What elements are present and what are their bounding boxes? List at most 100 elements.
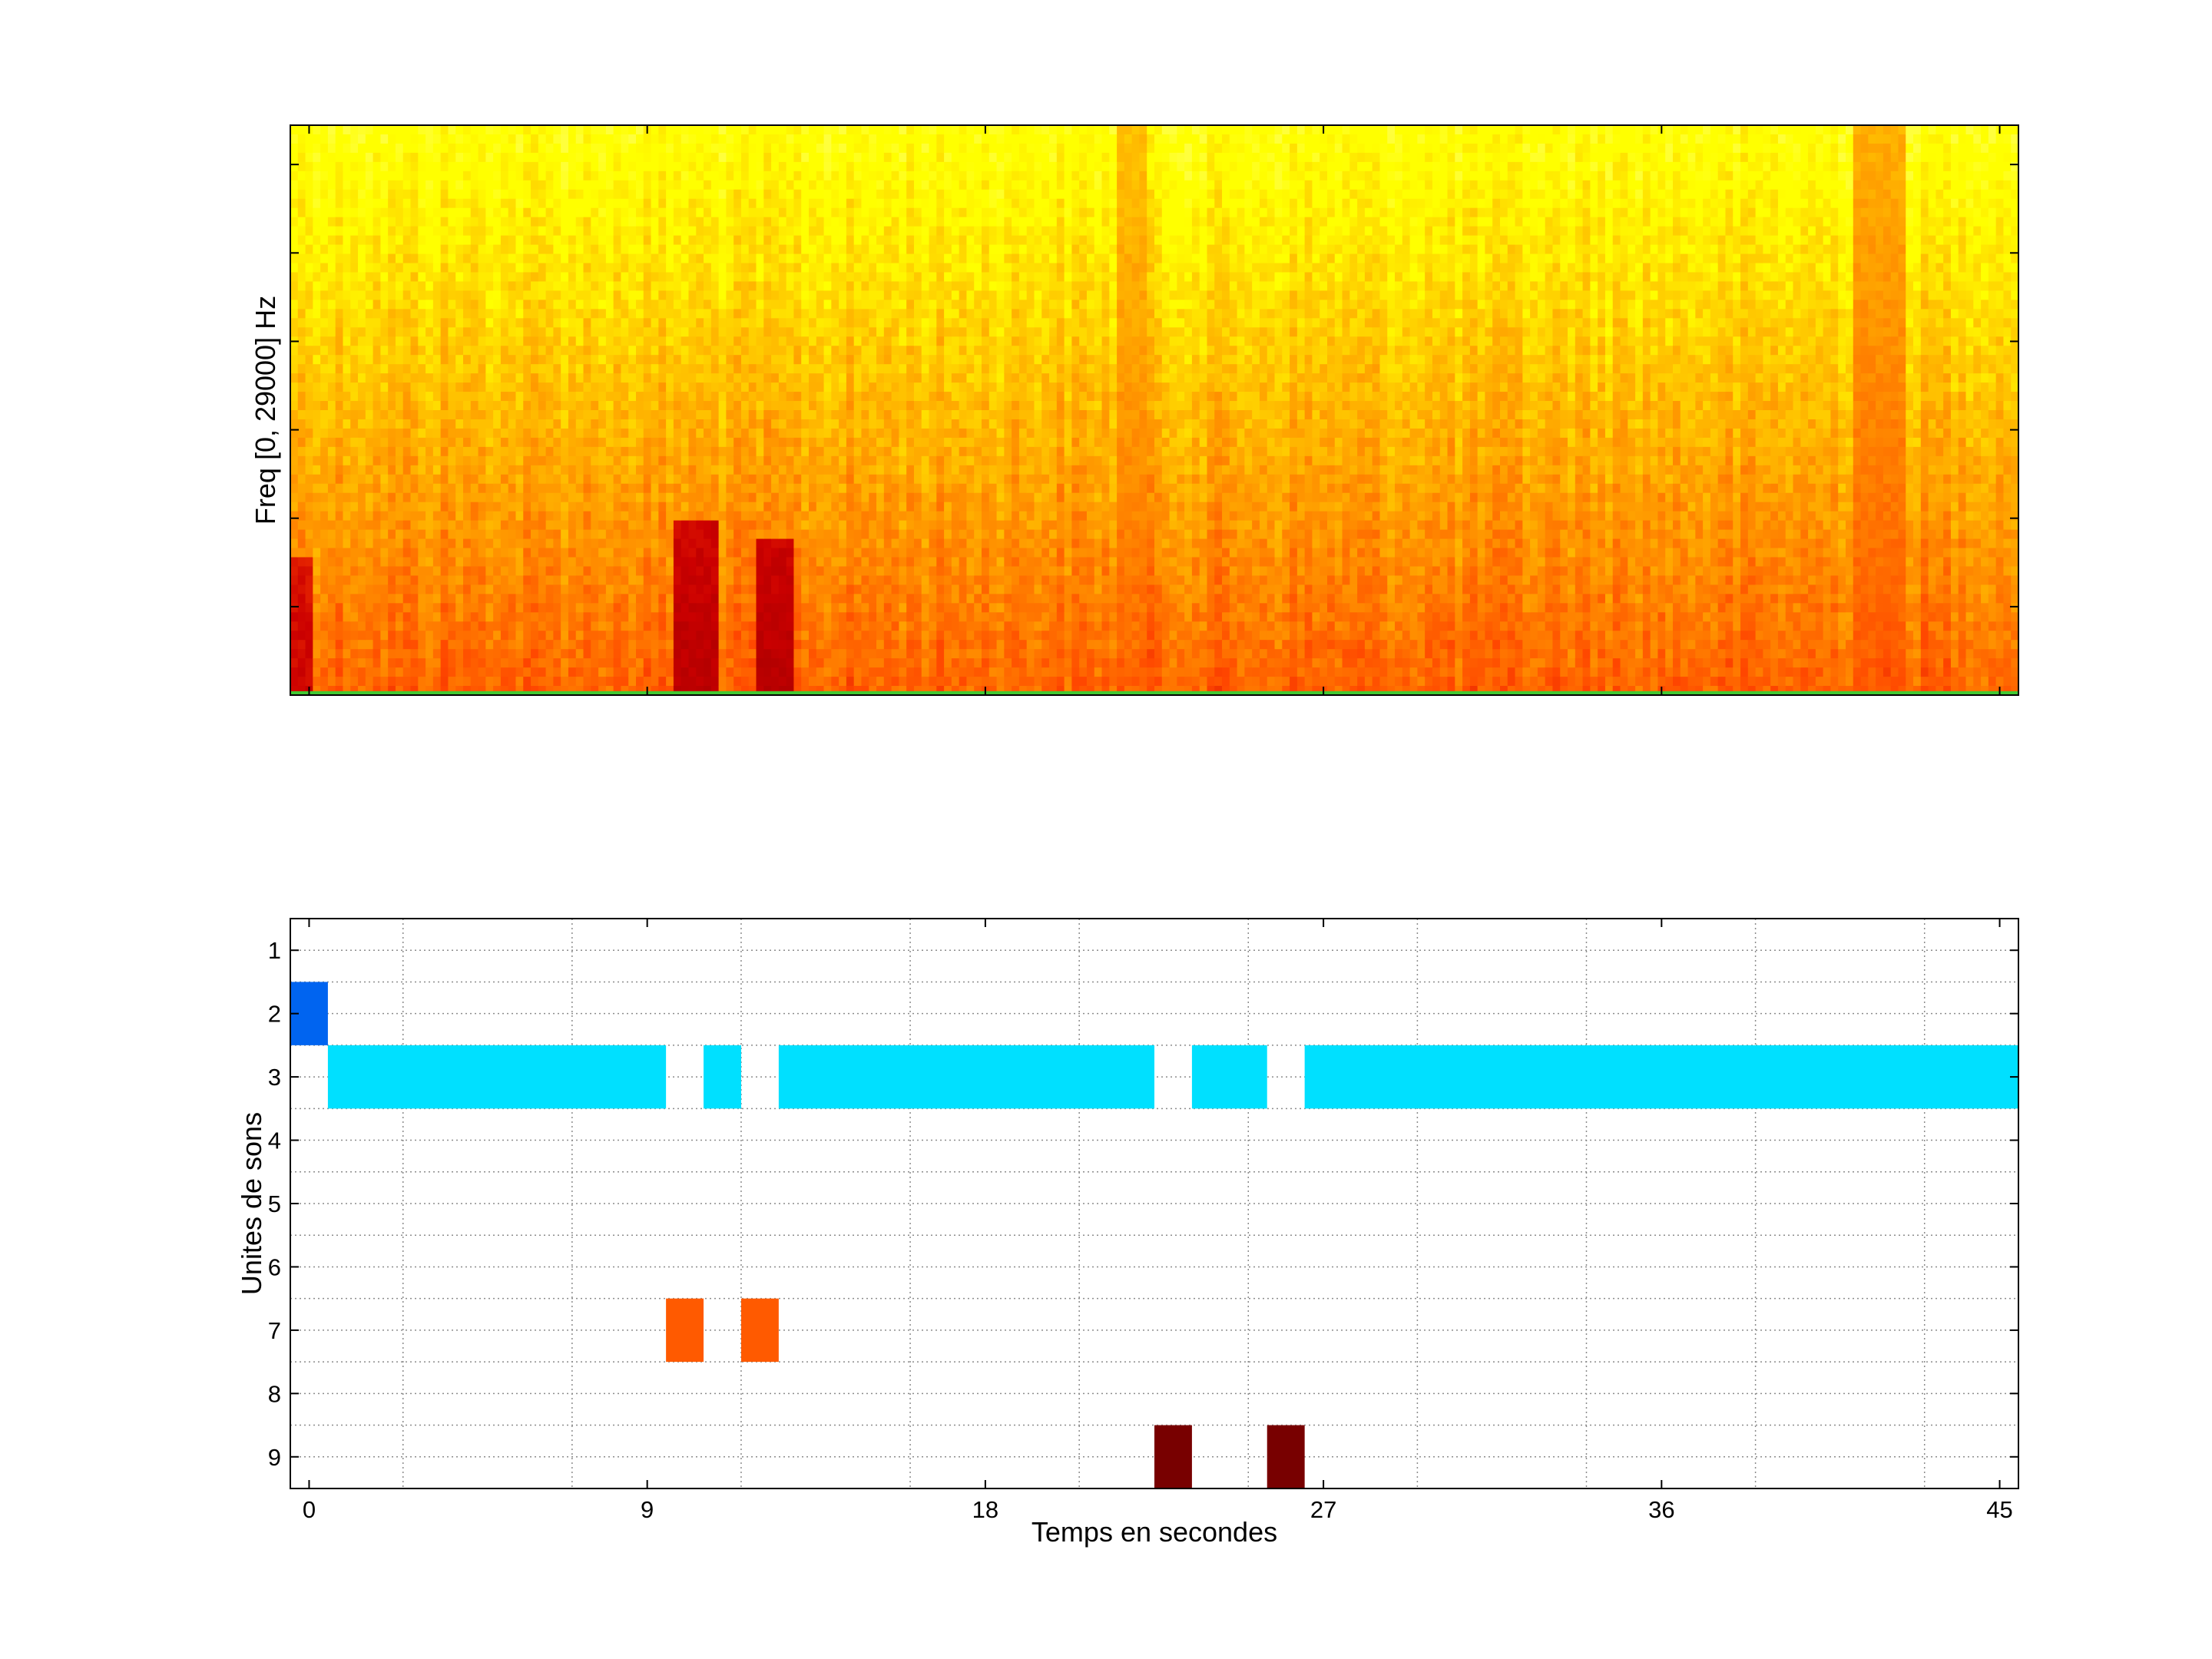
spectrogram-cell xyxy=(591,502,599,512)
spectrogram-cell xyxy=(320,253,329,264)
spectrogram-cell xyxy=(726,548,734,558)
spectrogram-cell xyxy=(853,455,863,466)
spectrogram-cell xyxy=(605,455,614,466)
spectrogram-cell xyxy=(553,198,561,209)
spectrogram-cell xyxy=(373,410,381,420)
spectrogram-cell xyxy=(358,631,366,641)
spectrogram-cell xyxy=(568,161,577,172)
spectrogram-cell xyxy=(688,575,697,585)
spectrogram-cell xyxy=(388,566,396,577)
spectrogram-cell xyxy=(591,474,599,485)
spectrogram-cell xyxy=(515,263,524,273)
spectrogram-cell xyxy=(538,612,547,622)
spectrogram-cell xyxy=(839,575,847,585)
spectrogram-cell xyxy=(327,244,336,255)
spectrogram-cell xyxy=(305,612,313,622)
spectrogram-cell xyxy=(778,281,787,292)
spectrogram-cell xyxy=(478,649,486,659)
spectrogram-cell xyxy=(809,529,817,540)
spectrogram-cell xyxy=(358,410,366,420)
spectrogram-cell xyxy=(861,318,869,328)
spectrogram-cell xyxy=(478,658,486,668)
spectrogram-cell xyxy=(786,686,795,695)
spectrogram-cell xyxy=(508,401,517,411)
spectrogram-cell xyxy=(763,437,772,448)
spectrogram-cell xyxy=(313,621,321,631)
spectrogram-cell xyxy=(335,548,344,558)
spectrogram-cell xyxy=(704,667,712,677)
spectrogram-cell xyxy=(335,667,344,677)
spectrogram-cell xyxy=(680,373,690,383)
spectrogram-cell xyxy=(463,300,472,310)
spectrogram-cell xyxy=(778,364,787,374)
spectrogram-cell xyxy=(388,437,396,448)
spectrogram-cell xyxy=(426,281,434,292)
spectrogram-cell xyxy=(508,631,517,641)
spectrogram-cell xyxy=(643,594,652,604)
spectrogram-cell xyxy=(846,235,855,246)
spectrogram-cell xyxy=(605,584,614,594)
spectrogram-cell xyxy=(771,346,780,356)
spectrogram-cell xyxy=(335,557,344,568)
spectrogram-cell xyxy=(531,189,539,200)
spectrogram-cell xyxy=(313,373,321,383)
spectrogram-cell xyxy=(831,465,839,475)
spectrogram-cell xyxy=(869,566,877,577)
spectrogram-cell xyxy=(432,584,442,594)
spectrogram-cell xyxy=(786,455,795,466)
spectrogram-cell xyxy=(658,437,667,448)
spectrogram-cell xyxy=(470,327,479,337)
spectrogram-cell xyxy=(493,631,502,641)
spectrogram-cell xyxy=(801,235,810,246)
spectrogram-cell xyxy=(673,300,682,310)
spectrogram-cell xyxy=(621,594,629,604)
spectrogram-cell xyxy=(388,520,396,531)
spectrogram-cell xyxy=(545,373,554,383)
spectrogram-cell xyxy=(591,217,599,227)
spectrogram-cell xyxy=(891,143,899,154)
spectrogram-cell xyxy=(853,446,863,457)
spectrogram-cell xyxy=(515,143,524,154)
spectrogram-cell xyxy=(335,419,344,429)
spectrogram-cell xyxy=(485,557,494,568)
spectrogram-cell xyxy=(455,410,464,420)
spectrogram-cell xyxy=(500,492,509,503)
spectrogram-cell xyxy=(771,143,780,154)
spectrogram-cell xyxy=(831,382,839,392)
spectrogram-cell xyxy=(809,465,817,475)
spectrogram-cell xyxy=(658,603,667,613)
spectrogram-cell xyxy=(493,290,502,300)
spectrogram-cell xyxy=(380,686,389,695)
spectrogram-cell xyxy=(493,281,502,292)
spectrogram-cell xyxy=(418,355,426,365)
spectrogram-cell xyxy=(688,253,697,264)
spectrogram-cell xyxy=(883,263,892,273)
spectrogram-cell xyxy=(463,529,472,540)
spectrogram-cell xyxy=(320,272,329,283)
spectrogram-cell xyxy=(816,382,825,392)
spectrogram-cell xyxy=(448,419,456,429)
spectrogram-cell xyxy=(688,171,697,181)
spectrogram-cell xyxy=(621,492,629,503)
spectrogram-cell xyxy=(688,152,697,163)
spectrogram-cell xyxy=(305,658,313,668)
spectrogram-cell xyxy=(478,152,486,163)
spectrogram-cell xyxy=(575,631,584,641)
spectrogram-cell xyxy=(628,667,637,677)
spectrogram-cell xyxy=(418,658,426,668)
spectrogram-cell xyxy=(426,584,434,594)
spectrogram-cell xyxy=(621,392,629,402)
spectrogram-cell xyxy=(373,336,381,346)
spectrogram-cell xyxy=(756,382,764,392)
spectrogram-cell xyxy=(733,318,742,328)
spectrogram-cell xyxy=(485,207,494,218)
spectrogram-cell xyxy=(531,300,539,310)
spectrogram-cell xyxy=(823,125,832,135)
spectrogram-cell xyxy=(432,189,442,200)
spectrogram-cell xyxy=(763,548,772,558)
spectrogram-cell xyxy=(426,198,434,209)
spectrogram-cell xyxy=(508,143,517,154)
spectrogram-cell xyxy=(831,649,839,659)
spectrogram-cell xyxy=(313,401,321,411)
spectrogram-cell xyxy=(778,318,787,328)
